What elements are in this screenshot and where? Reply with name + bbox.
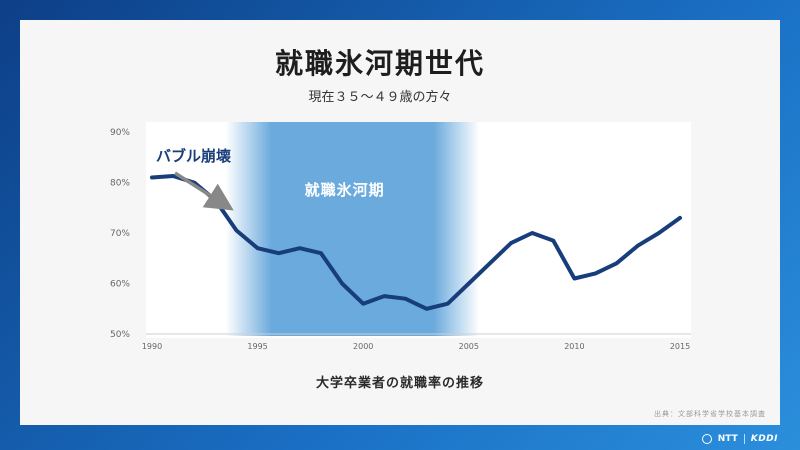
x-tick-label: 1990 [142,342,162,351]
bubble-collapse-label: バブル崩壊 [156,147,231,165]
y-tick-label: 90% [110,128,130,138]
data-point [552,240,554,242]
y-tick-label: 80% [110,179,130,189]
data-point [658,232,660,234]
annotation-arrow [174,171,234,211]
data-point [426,308,428,310]
data-point [193,182,195,184]
logo-divider [743,434,745,444]
data-point [447,303,449,305]
x-tick-label: 2005 [459,342,479,351]
data-point [151,177,153,179]
data-point [489,262,491,264]
band-label: 就職氷河期 [305,181,385,199]
x-tick-label: 2015 [670,342,690,351]
data-point [468,283,470,285]
ntt-logo-icon [701,434,712,444]
slide-title: 就職氷河期世代 [274,47,485,80]
data-point [404,298,406,300]
x-tick-label: 2010 [564,342,584,351]
data-point [383,295,385,297]
y-tick-label: 60% [110,280,130,290]
x-tick-label: 2000 [353,342,373,351]
data-point [510,242,512,244]
data-point [573,277,575,279]
x-tick-label: 1995 [247,342,267,351]
ntt-logo-text: NTT [717,434,738,444]
employment-rate-line [150,174,682,311]
data-point [362,303,364,305]
data-point [595,272,597,274]
data-point [320,252,322,254]
source-note: 出典：文部科学省学校基本調査 [654,410,766,418]
data-point [278,252,280,254]
data-point [679,217,681,219]
data-point [235,230,237,232]
data-point [531,232,533,234]
data-point [341,283,343,285]
data-point [637,245,639,247]
data-point [172,175,174,177]
kddi-logo-text: KDDI [750,434,778,444]
y-tick-label: 70% [110,229,130,239]
y-tick-label: 50% [110,330,130,340]
ice-age-band [225,122,480,336]
slide-subtitle: 現在３５～４９歳の方々 [308,90,452,105]
data-point [299,247,301,249]
data-point [616,262,618,264]
footer-logos: NTT KDDI [701,432,778,446]
chart-caption: 大学卒業者の就職率の推移 [315,376,484,391]
data-point [257,247,259,249]
